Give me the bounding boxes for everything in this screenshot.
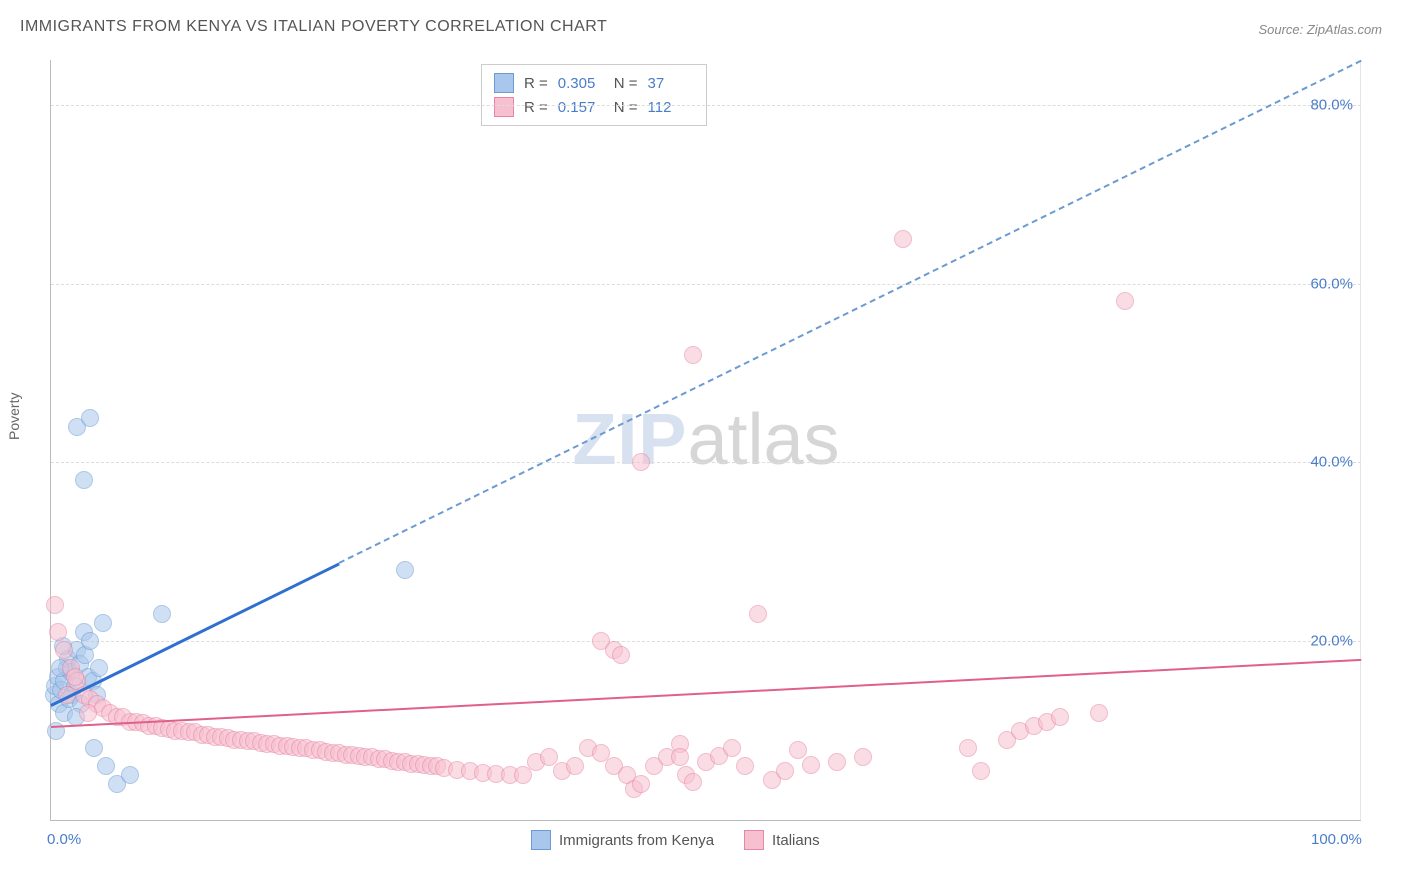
scatter-point (632, 453, 650, 471)
scatter-point (55, 641, 73, 659)
scatter-point (684, 773, 702, 791)
scatter-point (85, 739, 103, 757)
scatter-point (79, 704, 97, 722)
scatter-point (1116, 292, 1134, 310)
legend-row-italians: R = 0.157 N = 112 (494, 95, 694, 119)
scatter-point (66, 668, 84, 686)
y-axis-label: Poverty (6, 393, 22, 440)
plot-right-border (1360, 60, 1361, 820)
trend-line (51, 659, 1361, 728)
legend-item-kenya: Immigrants from Kenya (531, 830, 714, 850)
grid-line (51, 641, 1361, 642)
r-label: R = (524, 99, 548, 116)
scatter-point (94, 614, 112, 632)
grid-line (51, 284, 1361, 285)
correlation-legend: R = 0.305 N = 37 R = 0.157 N = 112 (481, 64, 707, 126)
scatter-point (1051, 708, 1069, 726)
swatch-kenya (494, 73, 514, 93)
n-label: N = (614, 75, 638, 92)
scatter-point (632, 775, 650, 793)
scatter-point (49, 623, 67, 641)
trend-line (339, 60, 1362, 564)
y-tick-label: 80.0% (1310, 96, 1353, 113)
scatter-point (671, 748, 689, 766)
y-tick-label: 60.0% (1310, 275, 1353, 292)
n-label: N = (614, 99, 638, 116)
scatter-point (894, 230, 912, 248)
x-tick-label: 100.0% (1311, 831, 1362, 848)
scatter-point (972, 762, 990, 780)
grid-line (51, 105, 1361, 106)
scatter-point (684, 346, 702, 364)
scatter-point (81, 632, 99, 650)
legend-label-kenya: Immigrants from Kenya (559, 832, 714, 849)
y-tick-label: 20.0% (1310, 633, 1353, 650)
scatter-point (828, 753, 846, 771)
scatter-point (396, 561, 414, 579)
scatter-point (514, 766, 532, 784)
legend-item-italians: Italians (744, 830, 820, 850)
r-value-kenya: 0.305 (558, 75, 604, 92)
scatter-point (121, 766, 139, 784)
y-tick-label: 40.0% (1310, 454, 1353, 471)
n-value-kenya: 37 (648, 75, 694, 92)
swatch-italians (494, 97, 514, 117)
scatter-point (723, 739, 741, 757)
r-label: R = (524, 75, 548, 92)
legend-label-italians: Italians (772, 832, 820, 849)
scatter-point (75, 471, 93, 489)
scatter-point (854, 748, 872, 766)
grid-line (51, 462, 1361, 463)
scatter-point (959, 739, 977, 757)
x-tick-label: 0.0% (47, 831, 81, 848)
scatter-point (802, 756, 820, 774)
legend-row-kenya: R = 0.305 N = 37 (494, 71, 694, 95)
chart-title: IMMIGRANTS FROM KENYA VS ITALIAN POVERTY… (20, 18, 607, 36)
scatter-point (47, 722, 65, 740)
scatter-point (1090, 704, 1108, 722)
swatch-kenya (531, 830, 551, 850)
scatter-point (736, 757, 754, 775)
scatter-plot-area: ZIPatlas R = 0.305 N = 37 R = 0.157 N = … (50, 60, 1361, 821)
scatter-point (81, 409, 99, 427)
watermark-atlas: atlas (687, 400, 839, 480)
scatter-point (566, 757, 584, 775)
scatter-point (789, 741, 807, 759)
scatter-point (90, 659, 108, 677)
scatter-point (46, 596, 64, 614)
swatch-italians (744, 830, 764, 850)
r-value-italians: 0.157 (558, 99, 604, 116)
source-credit: Source: ZipAtlas.com (1258, 22, 1382, 37)
watermark: ZIPatlas (572, 399, 839, 481)
scatter-point (776, 762, 794, 780)
series-legend: Immigrants from Kenya Italians (531, 830, 820, 850)
scatter-point (749, 605, 767, 623)
n-value-italians: 112 (648, 99, 694, 116)
scatter-point (97, 757, 115, 775)
scatter-point (612, 646, 630, 664)
scatter-point (153, 605, 171, 623)
